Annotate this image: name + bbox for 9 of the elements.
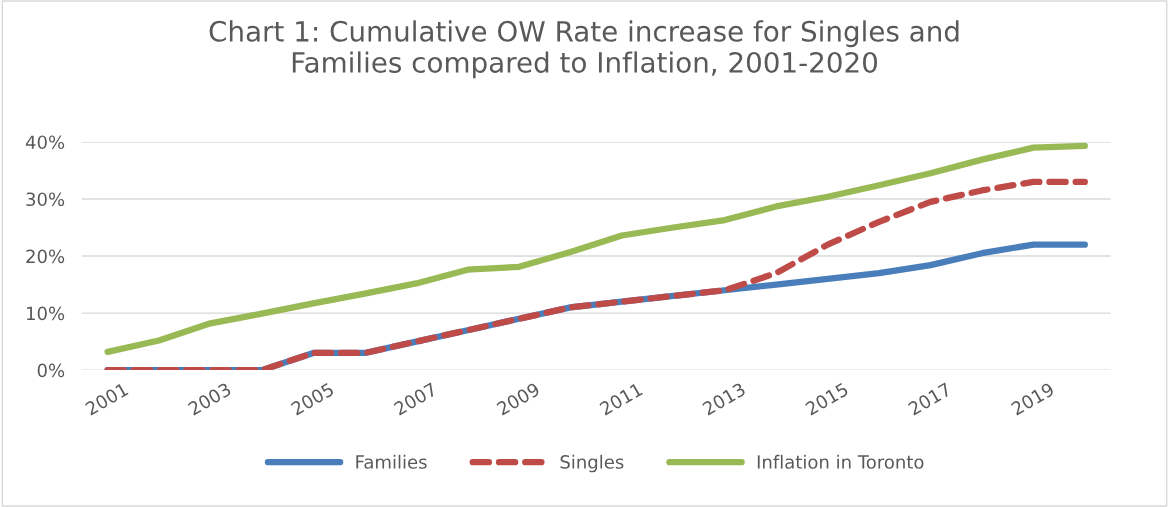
y-tick-label: 40% xyxy=(25,135,65,150)
y-tick-label: 0% xyxy=(37,363,65,378)
y-tick-label: 30% xyxy=(26,192,65,207)
y-tick-label: 10% xyxy=(27,306,65,321)
legend-label: Families xyxy=(356,454,427,469)
legend-label: Singles xyxy=(560,454,624,473)
legend-label: Inflation in Toronto xyxy=(757,454,924,469)
chart-title: Chart 1: Cumulative OW Rate increase for Singles and Families compared to Inflation, 2001-2020 xyxy=(209,20,959,79)
y-tick-label: 20% xyxy=(26,249,65,264)
